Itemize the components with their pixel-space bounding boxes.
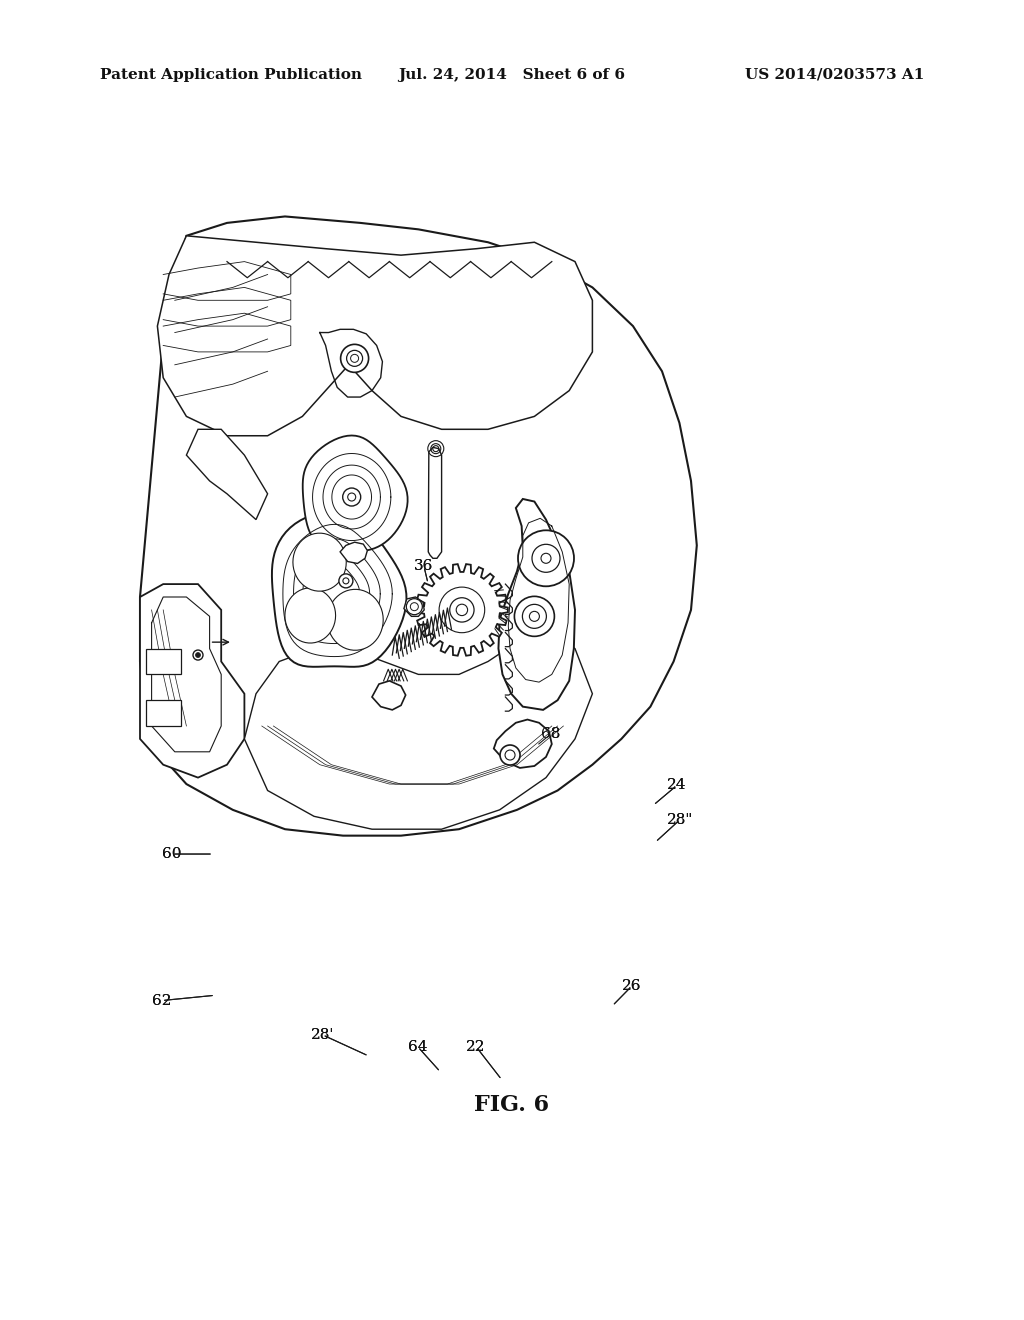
- Polygon shape: [428, 447, 441, 558]
- Polygon shape: [328, 590, 383, 651]
- Text: 24: 24: [667, 779, 687, 792]
- Circle shape: [505, 750, 515, 760]
- Text: P1: P1: [314, 574, 335, 587]
- Text: 28': 28': [311, 1028, 334, 1041]
- Text: 70: 70: [372, 570, 390, 583]
- Text: 68: 68: [542, 727, 560, 741]
- Text: 28": 28": [667, 813, 693, 826]
- Circle shape: [411, 603, 419, 611]
- Text: 60: 60: [162, 847, 182, 861]
- Text: 64: 64: [408, 1040, 428, 1053]
- Text: 22: 22: [466, 1040, 486, 1053]
- Polygon shape: [416, 564, 508, 656]
- Circle shape: [439, 587, 484, 632]
- Text: 60: 60: [162, 847, 182, 861]
- Circle shape: [339, 574, 353, 587]
- Text: 22: 22: [466, 1040, 486, 1053]
- Circle shape: [348, 494, 355, 502]
- Polygon shape: [245, 630, 593, 829]
- Polygon shape: [145, 700, 180, 726]
- Circle shape: [532, 544, 560, 573]
- Polygon shape: [272, 512, 407, 667]
- Circle shape: [343, 578, 349, 583]
- Circle shape: [514, 597, 554, 636]
- Text: 62: 62: [152, 994, 172, 1007]
- Text: Patent Application Publication: Patent Application Publication: [100, 69, 362, 82]
- Text: 64: 64: [408, 1040, 428, 1053]
- Text: 24: 24: [667, 779, 687, 792]
- Text: US 2014/0203573 A1: US 2014/0203573 A1: [744, 69, 924, 82]
- Circle shape: [522, 605, 547, 628]
- Text: 26: 26: [622, 979, 642, 993]
- Polygon shape: [303, 436, 408, 552]
- Polygon shape: [158, 236, 593, 436]
- Text: P1: P1: [314, 574, 335, 587]
- Polygon shape: [285, 587, 336, 643]
- Circle shape: [529, 611, 540, 622]
- Text: 68: 68: [542, 727, 560, 741]
- Circle shape: [346, 350, 362, 367]
- Polygon shape: [372, 681, 406, 710]
- Text: 36: 36: [415, 560, 433, 573]
- Text: 70: 70: [372, 570, 390, 583]
- Text: FIG. 6: FIG. 6: [474, 1094, 550, 1115]
- Circle shape: [341, 345, 369, 372]
- Text: 26: 26: [622, 979, 642, 993]
- Text: 62: 62: [152, 994, 172, 1007]
- Text: 36: 36: [415, 560, 433, 573]
- Circle shape: [518, 531, 574, 586]
- Circle shape: [350, 354, 358, 363]
- Text: 28': 28': [311, 1028, 334, 1041]
- Polygon shape: [140, 216, 696, 836]
- Text: 28": 28": [667, 813, 693, 826]
- Polygon shape: [403, 597, 424, 616]
- Circle shape: [541, 553, 551, 564]
- Circle shape: [343, 488, 360, 506]
- Polygon shape: [499, 499, 575, 710]
- Circle shape: [196, 652, 201, 657]
- Circle shape: [450, 598, 474, 622]
- Circle shape: [457, 605, 468, 615]
- Circle shape: [407, 599, 422, 615]
- Circle shape: [193, 649, 203, 660]
- Polygon shape: [494, 719, 552, 768]
- Polygon shape: [186, 429, 267, 520]
- Polygon shape: [293, 533, 346, 591]
- Polygon shape: [340, 543, 368, 564]
- Polygon shape: [140, 583, 245, 777]
- Polygon shape: [145, 648, 180, 675]
- Text: Jul. 24, 2014   Sheet 6 of 6: Jul. 24, 2014 Sheet 6 of 6: [398, 69, 626, 82]
- Circle shape: [500, 744, 520, 766]
